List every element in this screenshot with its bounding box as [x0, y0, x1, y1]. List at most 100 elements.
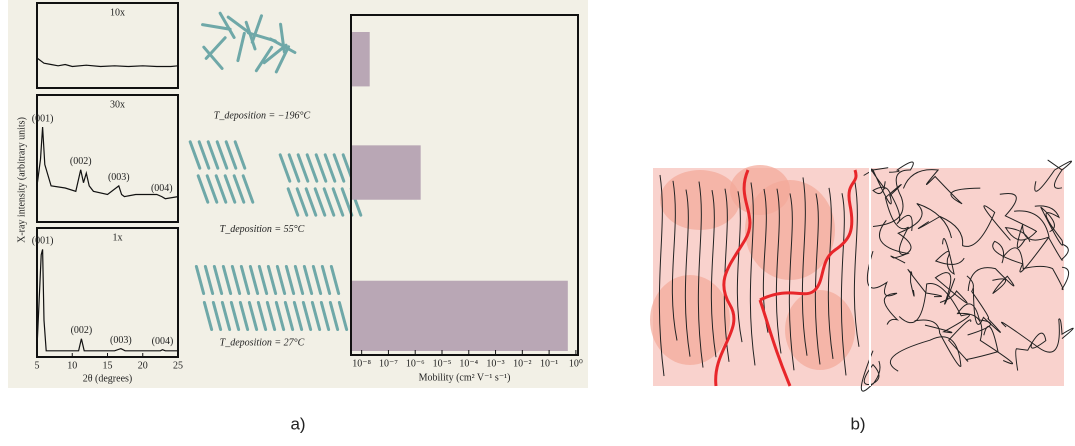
molecule	[296, 153, 310, 183]
deposition-label: T_deposition = 27°C	[220, 337, 305, 348]
chain	[890, 203, 952, 264]
chain	[999, 192, 1038, 242]
molecule	[215, 140, 229, 170]
panel-title: 30x	[110, 99, 125, 110]
molecule	[329, 264, 341, 296]
chain	[814, 193, 821, 365]
molecule	[257, 264, 269, 296]
charge-path	[759, 169, 858, 302]
chain	[840, 193, 847, 376]
molecule	[212, 264, 224, 296]
x-tick-label: 5	[35, 360, 40, 371]
deposition-label: T_deposition = 55°C	[220, 224, 305, 235]
molecule	[226, 15, 253, 36]
molecule	[254, 45, 274, 73]
bar	[352, 32, 370, 87]
peak-label: (002)	[71, 325, 93, 336]
molecule	[223, 174, 237, 204]
chain	[860, 350, 881, 392]
molecule	[266, 264, 278, 296]
molecule	[220, 300, 232, 332]
plot-frame	[36, 94, 179, 223]
molecule	[275, 264, 287, 296]
y-axis-label: X-ray intensity (arbitrary units)	[16, 117, 27, 243]
molecule	[218, 11, 236, 39]
molecule	[305, 153, 319, 183]
molecule	[202, 45, 224, 70]
peak-label: (003)	[108, 172, 130, 183]
charge-path	[758, 299, 792, 387]
chain	[658, 174, 665, 377]
chain	[801, 177, 808, 356]
molecule	[206, 140, 220, 170]
chain	[1034, 205, 1064, 246]
molecule	[201, 23, 232, 31]
molecule	[256, 300, 268, 332]
molecule	[239, 264, 251, 296]
molecule	[332, 153, 346, 183]
x-tick-label: 10⁻⁸	[352, 358, 371, 369]
x-tick-label: 10⁻⁷	[379, 358, 398, 369]
molecule	[304, 187, 318, 217]
chain	[1001, 318, 1074, 353]
chain	[902, 169, 981, 205]
molecule	[224, 140, 238, 170]
xrd-trace	[36, 126, 179, 200]
chain	[967, 267, 1015, 295]
caption: b)	[850, 414, 865, 433]
x-tick-label: 10⁻³	[486, 358, 504, 369]
molecule	[214, 174, 228, 204]
molecule	[238, 300, 250, 332]
plot-frame	[350, 14, 579, 356]
molecule	[230, 264, 242, 296]
molecule	[248, 264, 260, 296]
peak-label: (004)	[152, 336, 174, 347]
x-tick-label: 25	[173, 360, 183, 371]
chain	[1016, 224, 1069, 261]
bar	[352, 145, 421, 200]
x-tick-label: 10⁻²	[513, 358, 531, 369]
molecule	[301, 300, 313, 332]
molecule	[286, 187, 300, 217]
caption: a)	[290, 414, 305, 433]
molecule	[319, 300, 331, 332]
chain	[907, 269, 942, 298]
panel-title: 1x	[113, 232, 123, 243]
molecule	[202, 300, 214, 332]
peak-label: (004)	[151, 183, 173, 194]
peak-label: (003)	[110, 335, 132, 346]
chain	[917, 205, 1011, 247]
molecule	[250, 14, 264, 44]
chain	[775, 188, 782, 354]
molecule	[314, 153, 328, 183]
molecule	[204, 36, 227, 60]
molecule	[331, 187, 345, 217]
x-tick-label: 10	[67, 360, 77, 371]
molecule	[196, 174, 210, 204]
molecule	[274, 45, 291, 74]
chain	[710, 190, 717, 358]
molecule	[310, 300, 322, 332]
chain	[889, 319, 962, 372]
domain	[730, 165, 790, 215]
molecule	[322, 187, 336, 217]
xrd-trace	[36, 57, 179, 68]
chain	[684, 189, 691, 357]
molecule	[236, 31, 246, 63]
molecule	[221, 264, 233, 296]
chain	[956, 303, 1014, 365]
x-tick-label: 10⁻⁴	[459, 358, 478, 369]
molecule	[284, 264, 296, 296]
molecule	[274, 300, 286, 332]
molecule	[203, 264, 215, 296]
chain	[863, 167, 892, 205]
x-tick-label: 10⁰	[569, 358, 583, 369]
molecule	[278, 153, 292, 183]
molecule	[188, 140, 202, 170]
bar	[352, 280, 568, 351]
molecule	[292, 300, 304, 332]
molecule	[244, 20, 257, 51]
x-tick-label: 10⁻¹	[540, 358, 558, 369]
chain	[1034, 159, 1072, 192]
chain	[872, 161, 914, 227]
